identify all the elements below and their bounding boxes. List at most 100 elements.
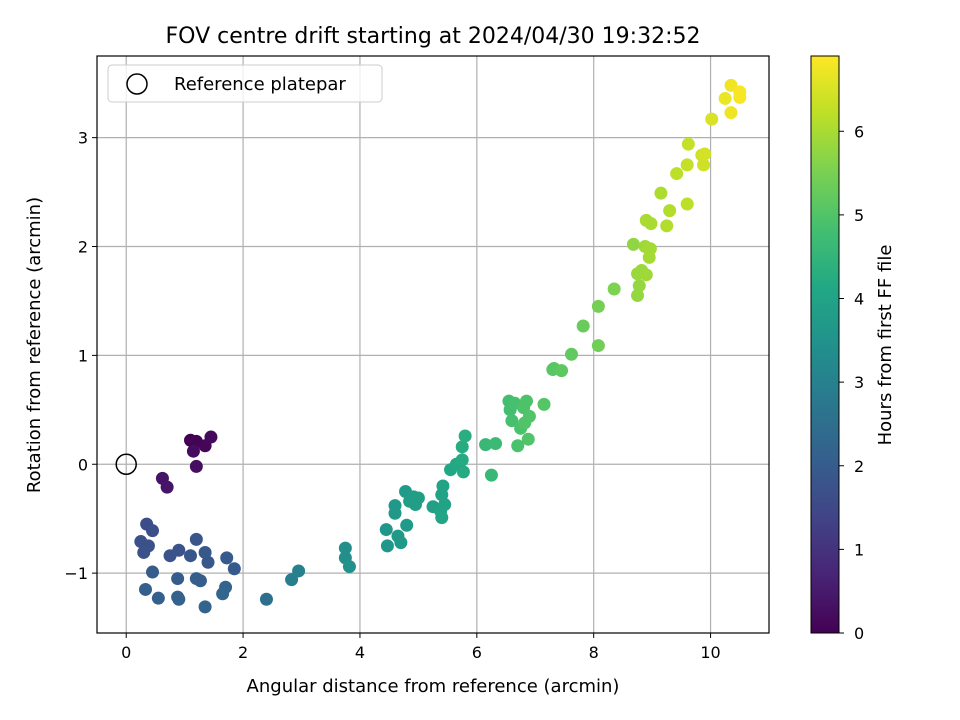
colorbar-label: Hours from first FF file xyxy=(875,245,896,446)
data-point xyxy=(456,465,470,479)
data-point xyxy=(639,268,653,282)
data-point xyxy=(458,429,472,443)
x-tick-label: 0 xyxy=(121,643,131,662)
data-point xyxy=(160,480,174,494)
x-axis-ticks: 0 2 4 6 8 10 xyxy=(121,633,721,662)
y-tick-label: 1 xyxy=(78,346,88,365)
data-point xyxy=(537,397,551,411)
data-point xyxy=(292,564,306,578)
colorbar-tick-label: 3 xyxy=(854,373,864,392)
data-point xyxy=(484,468,498,482)
data-point xyxy=(698,147,712,161)
colorbar-tick-label: 5 xyxy=(854,206,864,225)
data-point xyxy=(411,491,425,505)
data-point xyxy=(660,219,674,233)
data-point xyxy=(479,438,493,452)
reference-platepar-marker xyxy=(115,453,137,476)
data-point xyxy=(680,158,694,172)
data-point xyxy=(680,197,694,211)
data-point xyxy=(564,347,578,361)
data-point xyxy=(183,549,197,563)
data-point xyxy=(394,536,408,550)
reference-marker-group xyxy=(115,453,137,476)
data-point xyxy=(388,506,402,520)
colorbar-tick-label: 6 xyxy=(854,122,864,141)
data-point xyxy=(201,555,215,569)
data-point xyxy=(220,551,234,565)
data-points xyxy=(134,78,747,614)
data-point xyxy=(626,237,640,251)
data-point xyxy=(670,167,684,181)
data-point xyxy=(519,394,533,408)
data-point xyxy=(681,137,695,151)
data-point xyxy=(342,560,356,574)
data-point xyxy=(505,414,519,428)
x-tick-label: 6 xyxy=(472,643,482,662)
colorbar-tick-label: 0 xyxy=(854,624,864,643)
data-point xyxy=(718,91,732,105)
plot-frame xyxy=(96,55,770,634)
data-point xyxy=(204,430,218,444)
legend: Reference platepar xyxy=(107,64,383,103)
data-point xyxy=(259,592,273,606)
data-point xyxy=(632,279,646,293)
grid-lines xyxy=(97,56,769,633)
colorbar xyxy=(810,55,840,634)
data-point xyxy=(521,432,535,446)
data-point xyxy=(151,591,165,605)
data-point xyxy=(644,217,658,231)
y-tick-label: 3 xyxy=(78,129,88,148)
data-point xyxy=(380,539,394,553)
data-point xyxy=(285,573,299,587)
data-point xyxy=(576,319,590,333)
data-point xyxy=(400,518,414,532)
data-point xyxy=(146,524,160,538)
data-point xyxy=(489,437,503,451)
data-point xyxy=(663,204,677,218)
data-point xyxy=(522,409,536,423)
x-axis-label: Angular distance from reference (arcmin) xyxy=(247,676,620,697)
legend-entry-reference-platepar: Reference platepar xyxy=(174,74,346,95)
data-point xyxy=(172,543,186,557)
data-point xyxy=(146,565,160,579)
data-point xyxy=(171,572,185,586)
x-tick-label: 8 xyxy=(589,643,599,662)
data-point xyxy=(137,545,151,559)
data-point xyxy=(455,453,469,467)
data-point xyxy=(436,479,450,493)
data-point xyxy=(697,158,711,172)
data-point xyxy=(189,532,203,546)
data-point xyxy=(193,574,207,588)
y-axis-label: Rotation from reference (arcmin) xyxy=(24,197,45,493)
data-point xyxy=(189,459,203,473)
data-point xyxy=(227,562,241,576)
y-tick-label: 2 xyxy=(78,238,88,257)
data-point xyxy=(379,523,393,537)
data-point xyxy=(607,282,621,296)
y-axis-ticks: −1 0 1 2 3 xyxy=(64,129,97,583)
data-point xyxy=(654,186,668,200)
data-point xyxy=(555,364,569,378)
x-tick-label: 10 xyxy=(700,643,720,662)
data-point xyxy=(705,112,719,126)
data-point xyxy=(216,587,230,601)
data-point xyxy=(643,242,657,256)
data-point xyxy=(591,299,605,313)
colorbar-tick-label: 2 xyxy=(854,457,864,476)
x-tick-label: 4 xyxy=(355,643,365,662)
data-point xyxy=(198,600,212,614)
colorbar-tick-label: 1 xyxy=(854,540,864,559)
data-point xyxy=(631,289,645,303)
legend-reference-marker xyxy=(126,73,148,95)
data-point xyxy=(438,498,452,512)
data-point xyxy=(724,106,738,120)
data-point xyxy=(338,541,352,555)
legend-box xyxy=(107,64,383,103)
colorbar-ticks: 0 1 2 3 4 5 6 xyxy=(839,122,864,643)
data-point xyxy=(733,90,747,104)
data-point xyxy=(139,582,153,596)
data-point xyxy=(435,511,449,525)
chart-title: FOV centre drift starting at 2024/04/30 … xyxy=(166,24,701,49)
data-point xyxy=(172,592,186,606)
